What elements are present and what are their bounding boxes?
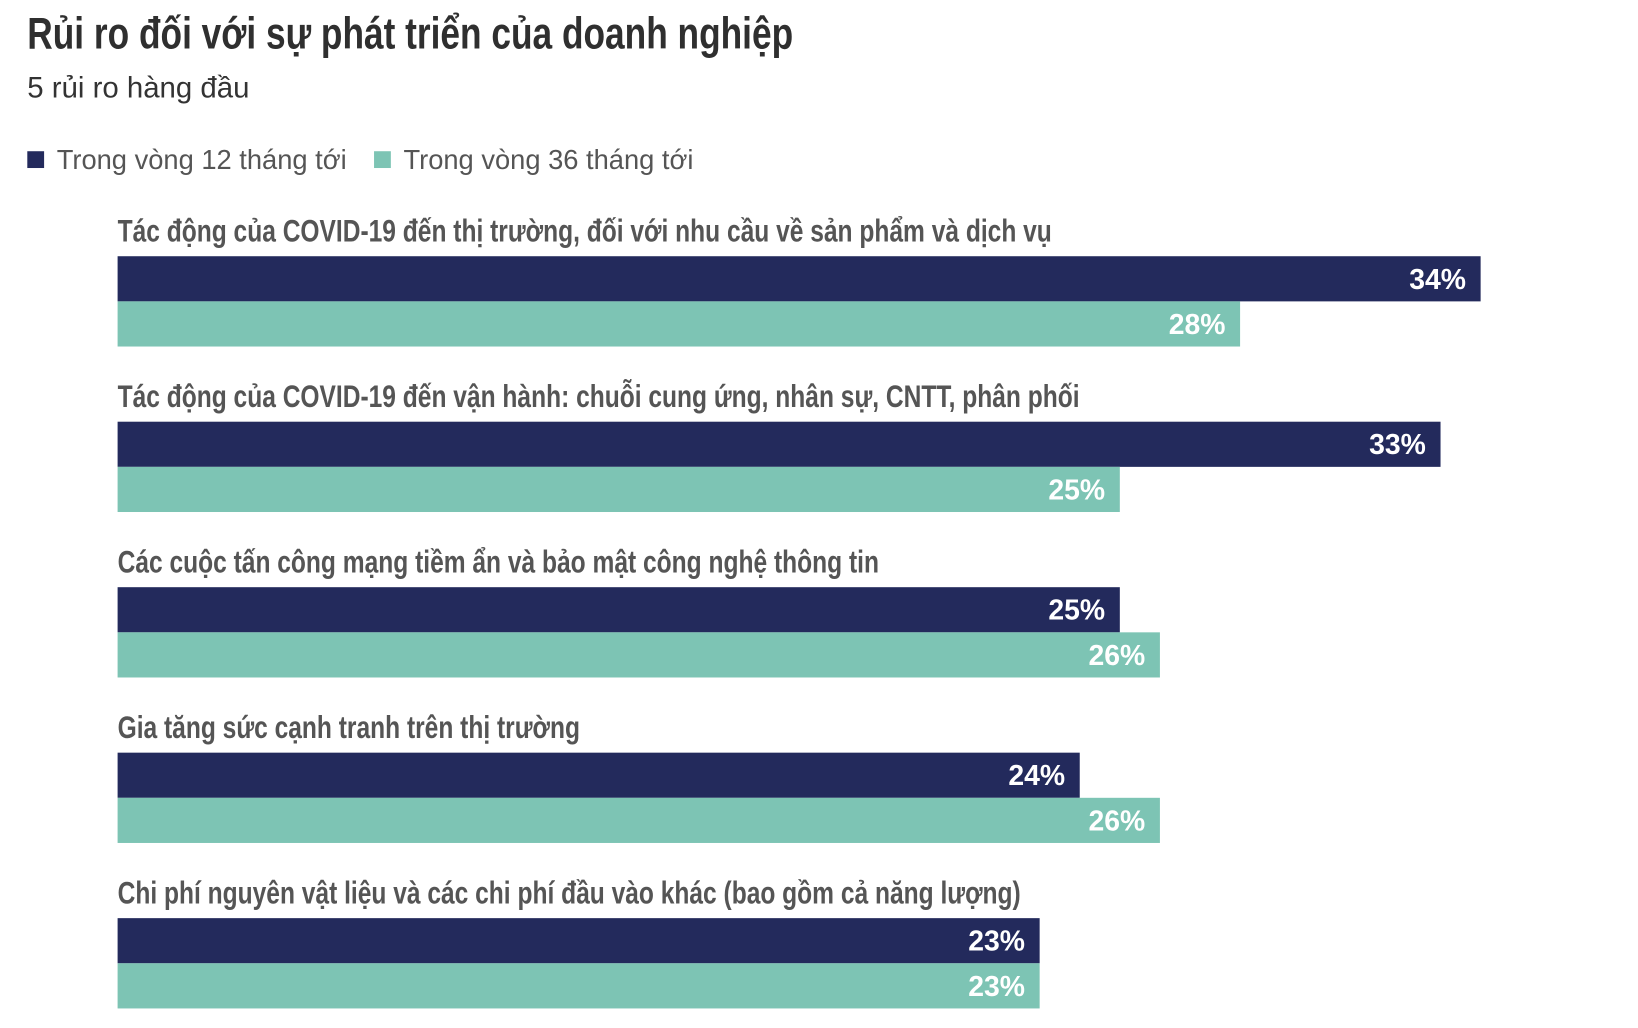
- value-label: 25%: [1048, 474, 1105, 506]
- category-label: Tác động của COVID-19 đến vận hành: chuỗ…: [118, 378, 1080, 414]
- bar: [117, 963, 1040, 1009]
- bar: [117, 587, 1120, 633]
- value-label: 23%: [968, 971, 1025, 1003]
- bar: [117, 632, 1160, 678]
- bar: [117, 256, 1481, 302]
- legend-label: Trong vòng 36 tháng tới: [403, 144, 693, 175]
- legend-swatch: [27, 151, 45, 169]
- value-label: 34%: [1409, 264, 1466, 296]
- chart-subtitle: 5 rủi ro hàng đầu: [27, 72, 249, 105]
- value-label: 25%: [1048, 595, 1105, 627]
- category-label: Gia tăng sức cạnh tranh trên thị trường: [118, 709, 580, 745]
- bar: [117, 466, 1120, 513]
- value-label: 24%: [1008, 760, 1065, 792]
- value-label: 28%: [1169, 309, 1226, 341]
- category-label: Chi phí nguyên vật liệu và các chi phí đ…: [118, 874, 1021, 910]
- bar: [117, 797, 1160, 843]
- value-label: 33%: [1369, 429, 1426, 461]
- legend-label: Trong vòng 12 tháng tới: [57, 144, 347, 175]
- bar: [117, 301, 1241, 347]
- value-label: 26%: [1089, 805, 1146, 837]
- category-label: Tác động của COVID-19 đến thị trường, đố…: [118, 213, 1052, 249]
- chart-title: Rủi ro đối với sự phát triển của doanh n…: [27, 10, 793, 59]
- bar: [117, 421, 1441, 467]
- value-label: 26%: [1089, 640, 1146, 672]
- legend-swatch: [374, 151, 391, 169]
- bar: [117, 752, 1080, 798]
- value-label: 23%: [968, 926, 1025, 958]
- bar: [117, 918, 1040, 964]
- category-label: Các cuộc tấn công mạng tiềm ẩn và bảo mậ…: [118, 543, 879, 579]
